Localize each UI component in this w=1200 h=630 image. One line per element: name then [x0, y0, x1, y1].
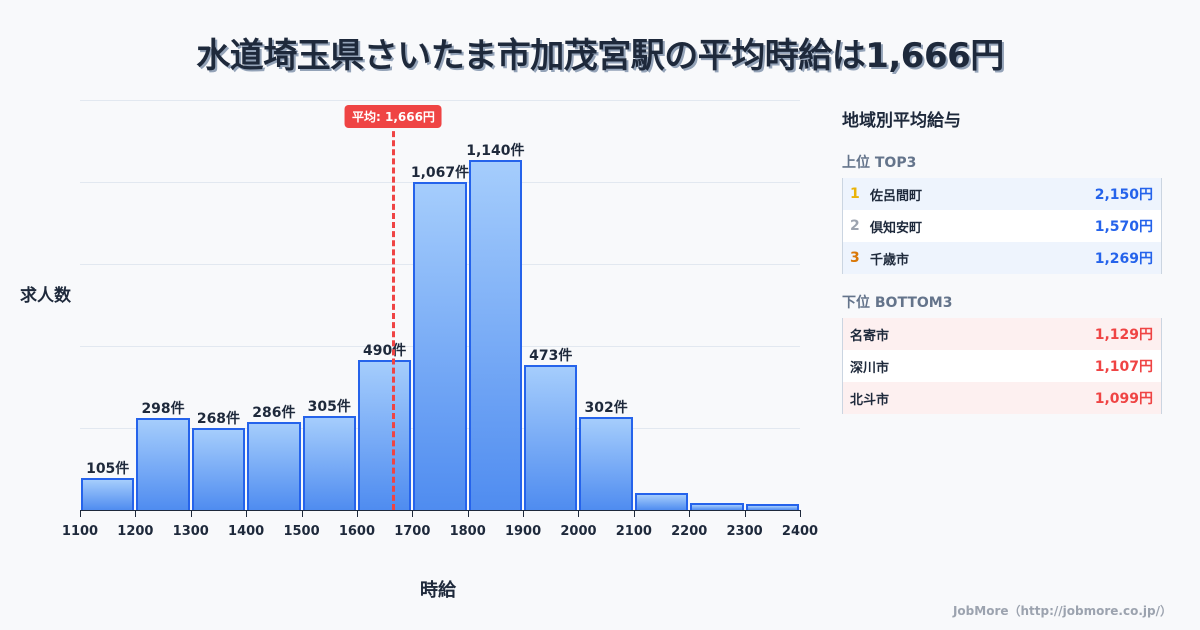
histogram-bar — [634, 493, 689, 510]
bottom-section-title: 下位 BOTTOM3 — [842, 295, 953, 311]
region-value: 1,129円 — [1094, 327, 1153, 343]
x-tick — [523, 510, 525, 517]
histogram-bar — [247, 422, 301, 510]
histogram-bar — [524, 364, 578, 510]
x-tick — [135, 510, 137, 517]
average-badge: 平均: 1,666円 — [345, 105, 442, 128]
panel-title: 地域別平均給与 — [842, 111, 961, 131]
histogram-bar — [191, 427, 246, 510]
chart-title: 水道埼玉県さいたま市加茂宮駅の平均時給は1,666円 — [196, 36, 1004, 76]
list-item: 2 倶知安町 1,570円 — [843, 210, 1161, 242]
bar-value-label: 298件 — [141, 401, 185, 418]
x-tick-label: 1400 — [228, 524, 265, 539]
x-tick-label: 2100 — [615, 524, 652, 539]
list-item: 深川市 1,107円 — [843, 350, 1161, 382]
top-list: 1 佐呂間町 2,150円 2 倶知安町 1,570円 3 千歳市 1,269円 — [842, 178, 1162, 274]
x-tick-label: 1700 — [394, 524, 431, 539]
histogram-bar — [302, 416, 356, 510]
bar-value-label: 302件 — [584, 400, 628, 417]
x-tick — [578, 510, 580, 517]
histogram-bar — [579, 417, 633, 510]
x-axis-label: 時給 — [420, 580, 456, 601]
region-value: 1,269円 — [1094, 251, 1153, 267]
histogram-bar — [468, 159, 523, 510]
bar-value-label: 286件 — [252, 405, 296, 422]
histogram-bar — [81, 477, 135, 510]
bar-value-label: 473件 — [529, 347, 573, 364]
x-tick — [190, 510, 192, 517]
x-tick — [246, 510, 248, 517]
histogram-bar — [690, 502, 744, 510]
average-line — [392, 122, 396, 510]
x-tick — [800, 510, 801, 517]
histogram-bar — [413, 182, 467, 510]
x-tick-label: 1900 — [504, 524, 542, 539]
region-name: 名寄市 — [850, 328, 890, 344]
x-tick-label: 2200 — [671, 524, 708, 539]
bar-value-label: 105件 — [86, 460, 130, 477]
y-axis-label: 求人数 — [20, 286, 71, 306]
region-name: 倶知安町 — [870, 220, 923, 236]
x-tick-label: 2400 — [781, 524, 819, 539]
histogram-bar — [136, 418, 190, 510]
x-tick — [744, 510, 746, 517]
bottom-list: 名寄市 1,129円 深川市 1,107円 北斗市 1,099円 — [842, 318, 1162, 414]
x-tick-label: 1300 — [172, 524, 209, 539]
rank-number: 3 — [850, 250, 860, 266]
bar-value-label: 305件 — [307, 399, 351, 416]
region-name: 深川市 — [850, 360, 890, 376]
x-axis-line — [80, 510, 800, 511]
x-tick-label: 1800 — [449, 524, 486, 539]
histogram-plot: 105件 298件 268件 286件 305件 490件 1,067件 1,140件 473件… — [62, 100, 818, 539]
x-tick-label: 2300 — [726, 524, 763, 539]
bar-value-label: 1,067件 — [410, 165, 470, 182]
bar-value-label: 268件 — [196, 410, 241, 427]
bar-value-label: 1,140件 — [466, 142, 525, 159]
x-tick — [467, 510, 469, 517]
gridline — [80, 100, 800, 101]
region-name: 佐呂間町 — [870, 188, 923, 204]
histogram-bar — [745, 503, 799, 510]
region-value: 2,150円 — [1094, 187, 1153, 203]
regional-salary-panel: 地域別平均給与 上位 TOP3 1 佐呂間町 2,150円 2 倶知安町 1,5… — [842, 100, 1162, 414]
list-item: 北斗市 1,099円 — [843, 382, 1161, 414]
list-item: 1 佐呂間町 2,150円 — [843, 178, 1161, 210]
rank-number: 1 — [850, 186, 860, 202]
top-section-title: 上位 TOP3 — [842, 155, 917, 171]
histogram-bar — [357, 359, 412, 510]
region-name: 千歳市 — [870, 252, 910, 268]
x-tick-label: 2000 — [560, 524, 597, 539]
region-name: 北斗市 — [850, 392, 890, 408]
region-value: 1,099円 — [1094, 391, 1153, 407]
x-tick — [356, 510, 358, 517]
footer-credit: JobMore（http://jobmore.co.jp/） — [952, 604, 1172, 618]
x-tick-label: 1100 — [61, 524, 99, 539]
x-tick — [412, 510, 414, 517]
rank-number: 2 — [850, 218, 860, 234]
region-value: 1,570円 — [1094, 219, 1153, 235]
region-value: 1,107円 — [1094, 359, 1153, 375]
x-tick — [689, 510, 691, 517]
x-tick — [80, 510, 81, 517]
x-tick — [301, 510, 303, 517]
x-tick — [633, 510, 635, 517]
list-item: 3 千歳市 1,269円 — [843, 242, 1161, 274]
list-item: 名寄市 1,129円 — [843, 318, 1161, 350]
x-tick-label: 1600 — [338, 524, 376, 539]
x-tick-label: 1500 — [283, 524, 320, 539]
x-tick-label: 1200 — [117, 524, 154, 539]
